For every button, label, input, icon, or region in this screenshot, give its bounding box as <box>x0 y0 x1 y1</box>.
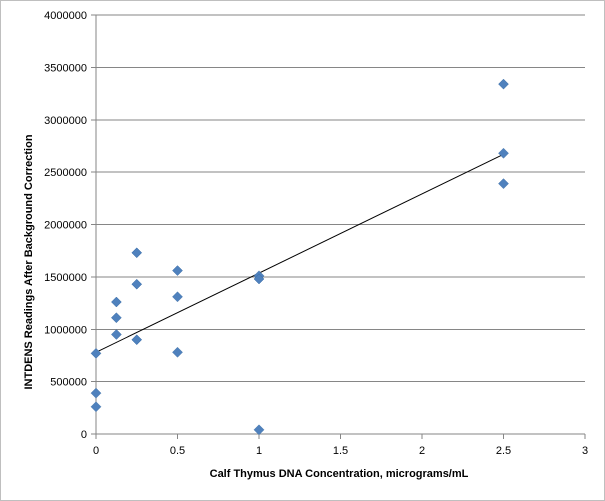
x-tick-labels: 0 0.5 1 1.5 2 2.5 3 <box>93 445 588 457</box>
data-points <box>90 78 509 436</box>
x-tick-label-2: 1 <box>256 445 262 457</box>
x-tick-label-6: 3 <box>582 445 588 457</box>
y-tick-label-3: 1500000 <box>44 272 87 284</box>
y-tick-label-4: 2000000 <box>44 220 87 232</box>
data-point-0 <box>90 347 102 359</box>
x-tick-label-1: 0.5 <box>170 445 185 457</box>
y-tick-label-7: 3500000 <box>44 62 87 74</box>
data-point-6 <box>131 247 143 259</box>
data-point-13 <box>253 273 265 285</box>
y-tick-label-1: 500000 <box>50 377 87 389</box>
x-tick-label-3: 1.5 <box>333 445 348 457</box>
data-point-1 <box>90 387 102 399</box>
y-tick-labels: 0 500000 1000000 1500000 2000000 2500000 30000… <box>44 10 87 441</box>
data-point-10 <box>172 291 183 303</box>
data-point-5 <box>111 329 122 340</box>
y-tick-label-6: 3000000 <box>44 115 87 127</box>
trendline-group <box>95 153 504 353</box>
trendline <box>95 153 504 353</box>
data-point-14 <box>253 424 265 436</box>
data-point-2 <box>90 401 102 413</box>
x-tick-label-0: 0 <box>93 445 99 457</box>
data-point-8 <box>131 334 143 346</box>
y-tick-label-2: 1000000 <box>44 324 87 336</box>
data-point-17 <box>498 178 509 190</box>
axes <box>91 14 586 439</box>
data-point-7 <box>131 278 143 290</box>
y-tick-label-8: 4000000 <box>44 10 87 22</box>
y-tick-label-0: 0 <box>81 429 87 441</box>
data-point-3 <box>111 296 122 308</box>
data-point-9 <box>172 265 183 276</box>
x-axis-title: Calf Thymus DNA Concentration, microgram… <box>210 468 469 480</box>
x-tick-label-4: 2 <box>419 445 425 457</box>
data-point-11 <box>172 346 183 358</box>
data-point-4 <box>111 312 122 324</box>
data-point-15 <box>498 78 509 90</box>
gridlines <box>96 14 585 383</box>
y-axis-title: INTDENS Readings After Background Correc… <box>23 134 35 389</box>
y-tick-label-5: 2500000 <box>44 167 87 179</box>
data-point-16 <box>498 147 509 159</box>
x-tick-label-5: 2.5 <box>496 445 511 457</box>
